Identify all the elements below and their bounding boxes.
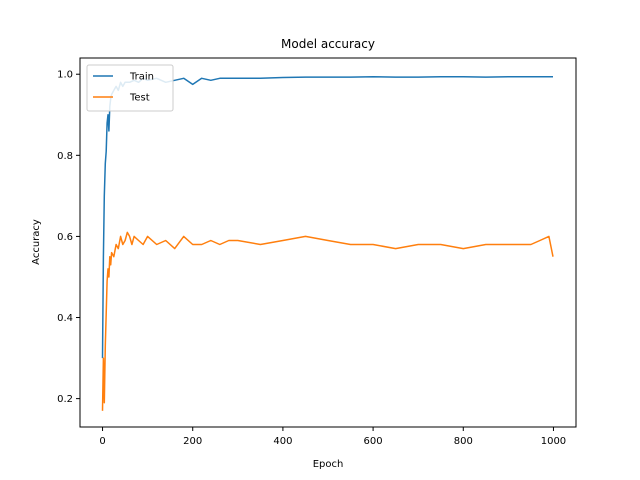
plot-lines [101, 75, 554, 411]
legend-label-test: Test [129, 93, 150, 104]
series-line-test [101, 231, 554, 411]
x-tick-label: 200 [183, 436, 202, 447]
x-tick-label: 600 [364, 436, 383, 447]
legend-label-train: Train [129, 72, 154, 83]
chart-title: Model accuracy [281, 37, 375, 51]
y-tick-label: 1.0 [57, 70, 73, 81]
x-tick-label: 800 [454, 436, 473, 447]
series-line-train [101, 75, 553, 359]
legend: Train Test [86, 64, 174, 112]
x-axis-label: Epoch [313, 459, 344, 470]
y-axis-label: Accuracy [31, 219, 42, 265]
x-tick-label: 1000 [541, 436, 566, 447]
y-tick-label: 0.2 [57, 394, 73, 405]
y-axis-ticks: 0.2 0.4 0.6 0.8 1.0 [57, 70, 80, 405]
y-tick-label: 0.6 [57, 232, 73, 243]
y-tick-label: 0.8 [57, 151, 73, 162]
x-tick-label: 400 [273, 436, 292, 447]
x-tick-label: 0 [99, 436, 105, 447]
plot-frame [79, 57, 577, 428]
x-axis-ticks: 0 200 400 600 800 1000 [99, 427, 566, 447]
y-tick-label: 0.4 [57, 313, 73, 324]
